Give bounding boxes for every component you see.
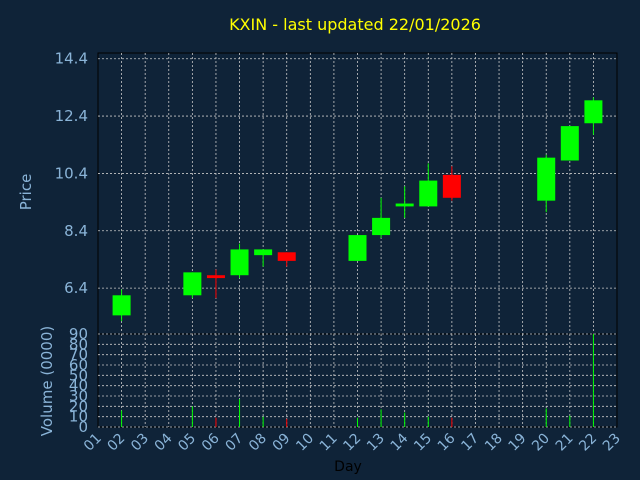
day-tick-label: 03 (128, 431, 152, 455)
candle-body (183, 272, 202, 296)
day-tick-label: 08 (246, 431, 270, 455)
price-tick-label: 10.4 (55, 164, 88, 182)
volume-tick-label: 50 (69, 366, 88, 384)
day-tick-label: 10 (293, 431, 317, 455)
volume-tick-label: 30 (69, 387, 88, 405)
price-tick-label: 14.4 (55, 50, 88, 68)
volume-axis-label: Volume (0000) (38, 326, 56, 436)
candle-body (277, 252, 296, 261)
volume-tick-label: 70 (69, 346, 88, 364)
day-tick-label: 13 (364, 431, 388, 455)
volume-tick-label: 10 (69, 408, 88, 426)
day-tick-label: 04 (152, 430, 176, 454)
candle-body (442, 174, 461, 198)
volume-tick-label: 20 (69, 397, 88, 415)
candle-body (537, 157, 556, 201)
candle-body (560, 126, 579, 161)
candle-body (112, 295, 131, 316)
day-tick-label: 09 (270, 431, 294, 455)
day-tick-label: 17 (458, 431, 482, 455)
day-axis-label: Day (334, 459, 362, 475)
day-tick-label: 12 (340, 431, 364, 455)
volume-tick-label: 40 (69, 377, 88, 395)
day-tick-label: 14 (388, 430, 412, 454)
price-axis-label: Price (17, 174, 35, 211)
day-tick-label: 11 (317, 431, 341, 455)
day-tick-label: 07 (222, 431, 246, 455)
candle-body (254, 249, 273, 256)
price-tick-label: 8.4 (64, 222, 88, 240)
candle-body (584, 100, 603, 124)
chart-title: KXIN - last updated 22/01/2026 (229, 15, 481, 34)
day-tick-label: 02 (104, 431, 128, 455)
candle-body (419, 180, 438, 207)
volume-tick-label: 90 (69, 325, 88, 343)
day-tick-label: 19 (506, 431, 530, 455)
day-tick-label: 22 (576, 431, 600, 455)
price-tick-label: 6.4 (64, 279, 88, 297)
day-tick-label: 16 (435, 430, 459, 454)
day-tick-label: 21 (553, 431, 577, 455)
candle-body (348, 235, 367, 261)
candle-body (230, 249, 249, 276)
day-tick-label: 06 (199, 430, 223, 454)
candle-body (372, 217, 391, 236)
volume-tick-label: 0 (78, 418, 88, 436)
candle-body (395, 203, 414, 207)
day-tick-label: 18 (482, 431, 506, 455)
volume-tick-label: 80 (69, 335, 88, 353)
day-tick-label: 15 (411, 431, 435, 455)
candle-body (206, 275, 225, 279)
day-tick-label: 20 (529, 431, 553, 455)
day-axis: 01 02 03 04 05 06 07 08 09 10 11 12 13 14 15 16 17 18 19 20… (81, 430, 624, 454)
price-panel: 6.4 8.4 10.4 12.4 14.4 (55, 50, 618, 335)
day-tick-label: 05 (175, 431, 199, 455)
volume-tick-label: 60 (69, 356, 88, 374)
day-tick-label: 23 (600, 431, 624, 455)
price-tick-label: 12.4 (55, 107, 88, 125)
